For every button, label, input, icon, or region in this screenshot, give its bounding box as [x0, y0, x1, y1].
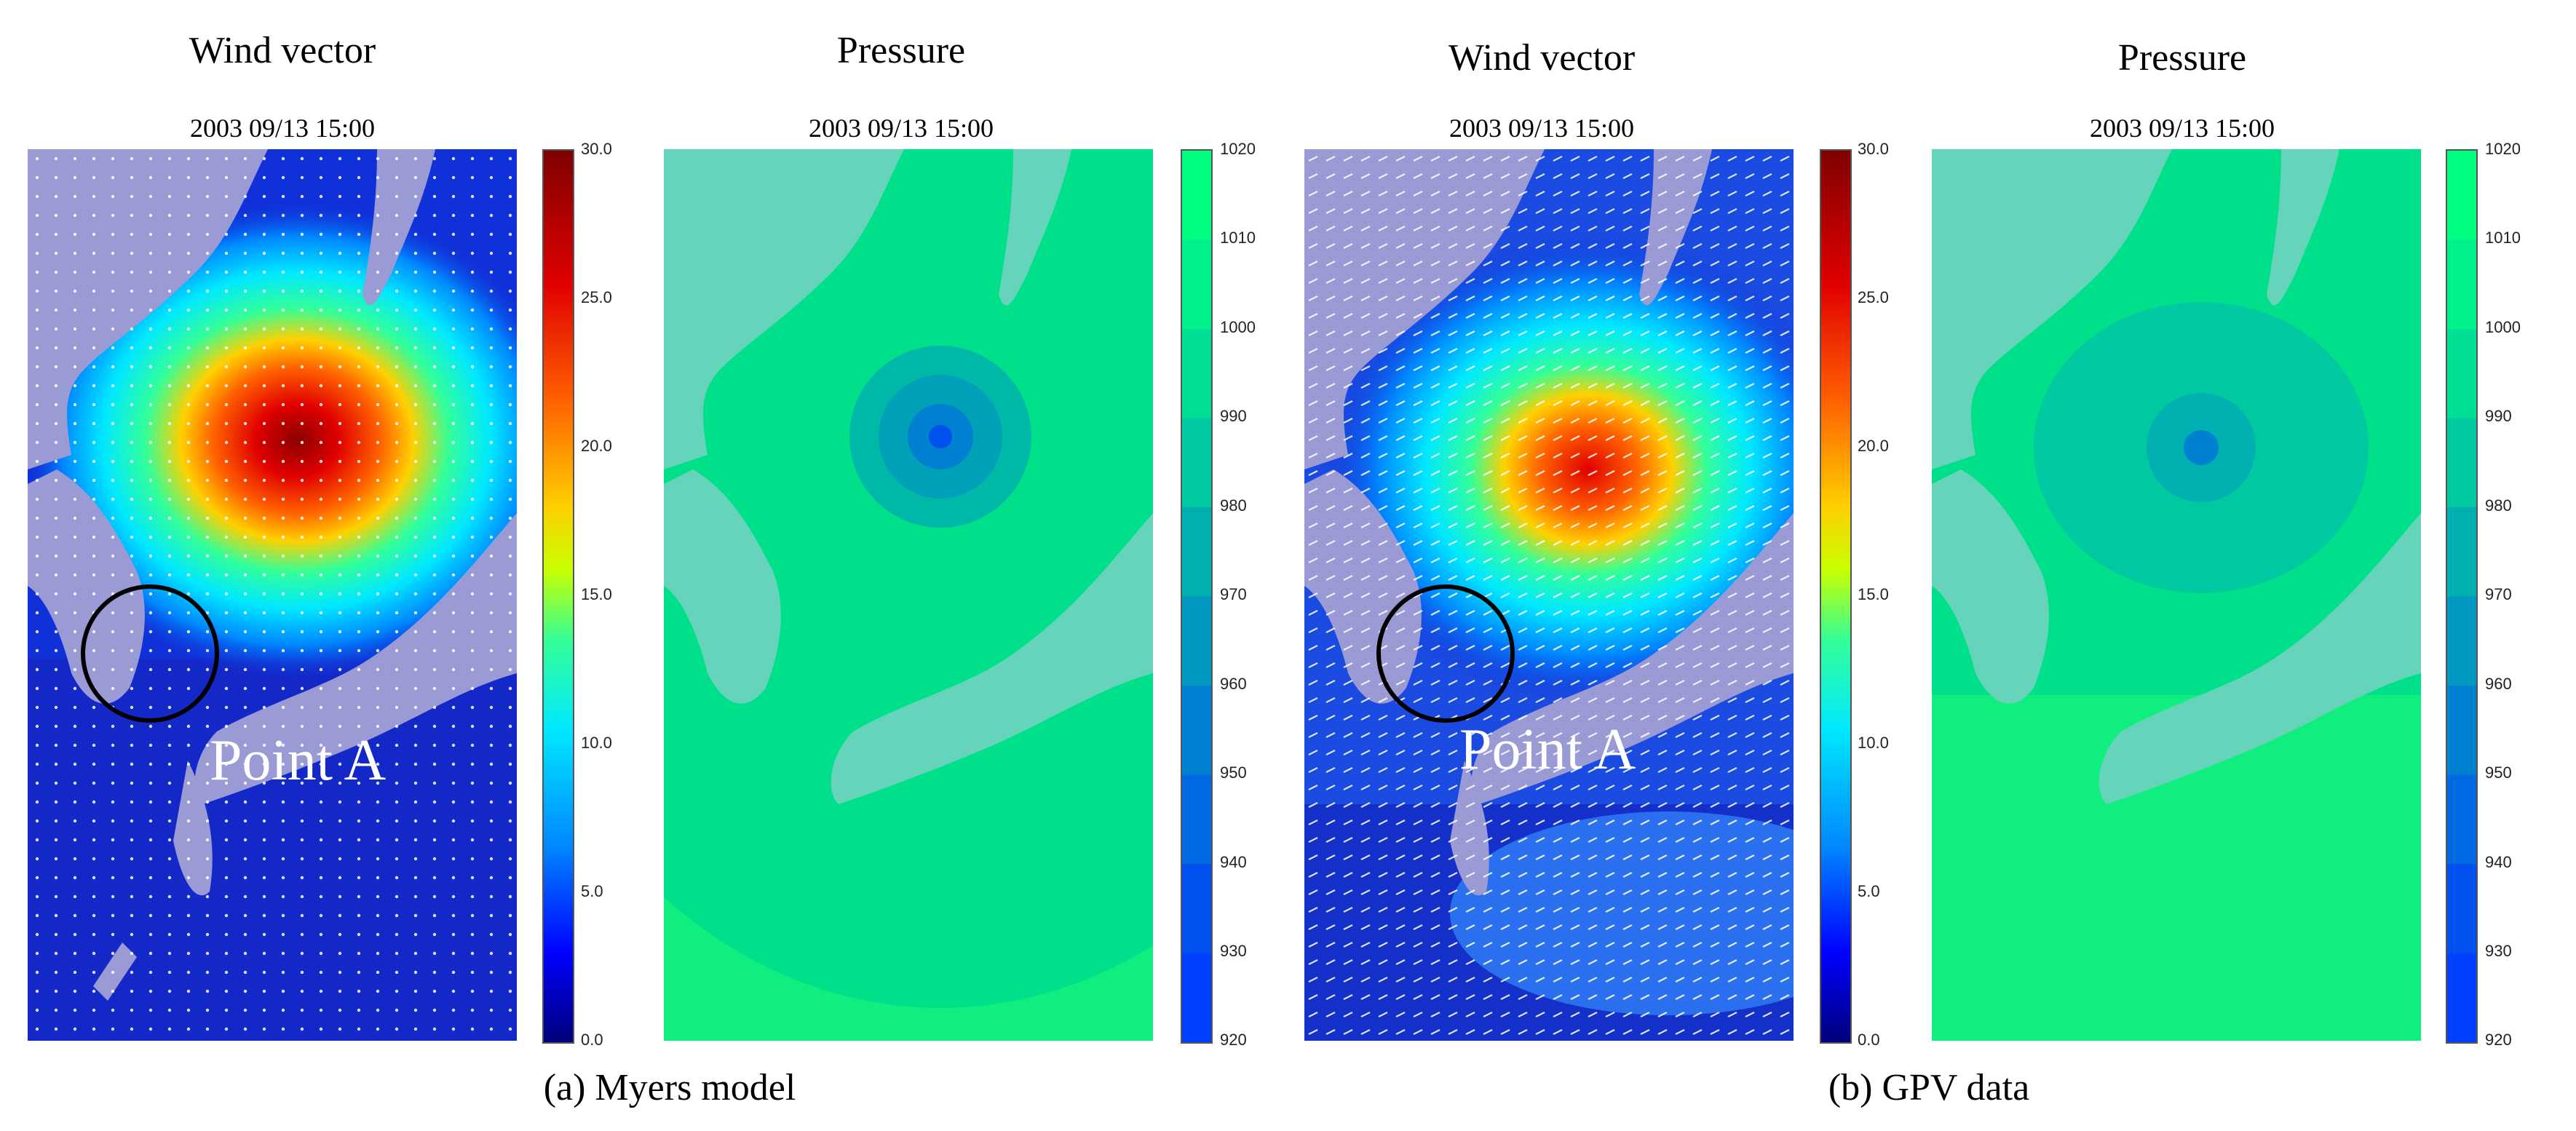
pressure-title-b: Pressure: [2117, 37, 2247, 79]
p-tick-a-1010: 1010: [1220, 229, 1256, 247]
point-a-label-a: Point A: [210, 729, 387, 793]
pressure-date-b: 2003 09/13 15:00: [2089, 114, 2275, 143]
point-a-label-b: Point A: [1459, 718, 1636, 782]
p-tick-a-990: 990: [1220, 407, 1247, 425]
wind-tick-b-20: 20.0: [1858, 437, 1889, 455]
wind-tick-b-25: 25.0: [1858, 288, 1889, 306]
wind-map-a: [28, 149, 517, 1041]
p-tick-a-950: 950: [1220, 763, 1247, 782]
p-tick-b-970: 970: [2485, 585, 2512, 603]
wind-tick-b-15: 15.0: [1858, 585, 1889, 603]
p-land-japan-north-a: [999, 149, 1071, 306]
wind-tick-a-20: 20.0: [581, 437, 612, 455]
point-a-circle-a: [81, 584, 219, 723]
p-land-china-b: [1932, 149, 2172, 469]
p-tick-b-960: 960: [2485, 675, 2512, 693]
p-tick-b-1000: 1000: [2485, 318, 2521, 336]
wind-tick-a-0: 0.0: [581, 1031, 603, 1049]
p-tick-b-1010: 1010: [2485, 229, 2521, 247]
p-tick-a-1020: 1020: [1220, 140, 1256, 158]
p-tick-b-940: 940: [2485, 853, 2512, 871]
p-tick-b-930: 930: [2485, 942, 2512, 960]
wind-tick-b-30: 30.0: [1858, 140, 1889, 158]
wind-colorbar-a: [542, 149, 574, 1044]
caption-a: (a) Myers model: [543, 1067, 796, 1108]
p-tick-a-960: 960: [1220, 675, 1247, 693]
p-tick-a-930: 930: [1220, 942, 1247, 960]
wind-date-a: 2003 09/13 15:00: [189, 114, 375, 143]
wind-tick-b-5: 5.0: [1858, 882, 1880, 900]
p-land-korea-a: [664, 469, 781, 704]
wind-tick-a-5: 5.0: [581, 882, 603, 900]
p-tick-b-980: 980: [2485, 496, 2512, 515]
p-tick-b-1020: 1020: [2485, 140, 2521, 158]
p-tick-b-920: 920: [2485, 1031, 2512, 1049]
p-tick-a-940: 940: [1220, 853, 1247, 871]
wind-tick-b-0: 0.0: [1858, 1031, 1880, 1049]
pressure-map-b: [1932, 149, 2421, 1041]
pressure-title-a: Pressure: [836, 30, 966, 71]
p-land-japan-a: [831, 513, 1153, 804]
p-tick-a-1000: 1000: [1220, 318, 1256, 336]
wind-tick-a-10: 10.0: [581, 734, 612, 752]
point-a-circle-b: [1376, 584, 1515, 723]
p-tick-a-980: 980: [1220, 496, 1247, 515]
pressure-date-a: 2003 09/13 15:00: [808, 114, 994, 143]
pressure-colorbar-b: [2446, 149, 2478, 1044]
wind-tick-a-30: 30.0: [581, 140, 612, 158]
p-tick-b-990: 990: [2485, 407, 2512, 425]
wind-title-a: Wind vector: [189, 30, 376, 71]
p-tick-a-920: 920: [1220, 1031, 1247, 1049]
wind-title-b: Wind vector: [1448, 37, 1636, 79]
p-land-china-a: [664, 149, 904, 469]
wind-tick-a-15: 15.0: [581, 585, 612, 603]
pressure-map-a: [664, 149, 1153, 1041]
wind-tick-b-10: 10.0: [1858, 734, 1889, 752]
caption-b: (b) GPV data: [1828, 1067, 2030, 1108]
p-tick-a-970: 970: [1220, 585, 1247, 603]
p-land-japan-north-b: [2267, 149, 2339, 306]
pressure-colorbar-a: [1181, 149, 1213, 1044]
p-land-korea-b: [1932, 469, 2049, 704]
p-land-japan-b: [2099, 513, 2421, 804]
wind-date-b: 2003 09/13 15:00: [1448, 114, 1634, 143]
p-tick-b-950: 950: [2485, 763, 2512, 782]
wind-colorbar-b: [1820, 149, 1852, 1044]
wind-tick-a-25: 25.0: [581, 288, 612, 306]
